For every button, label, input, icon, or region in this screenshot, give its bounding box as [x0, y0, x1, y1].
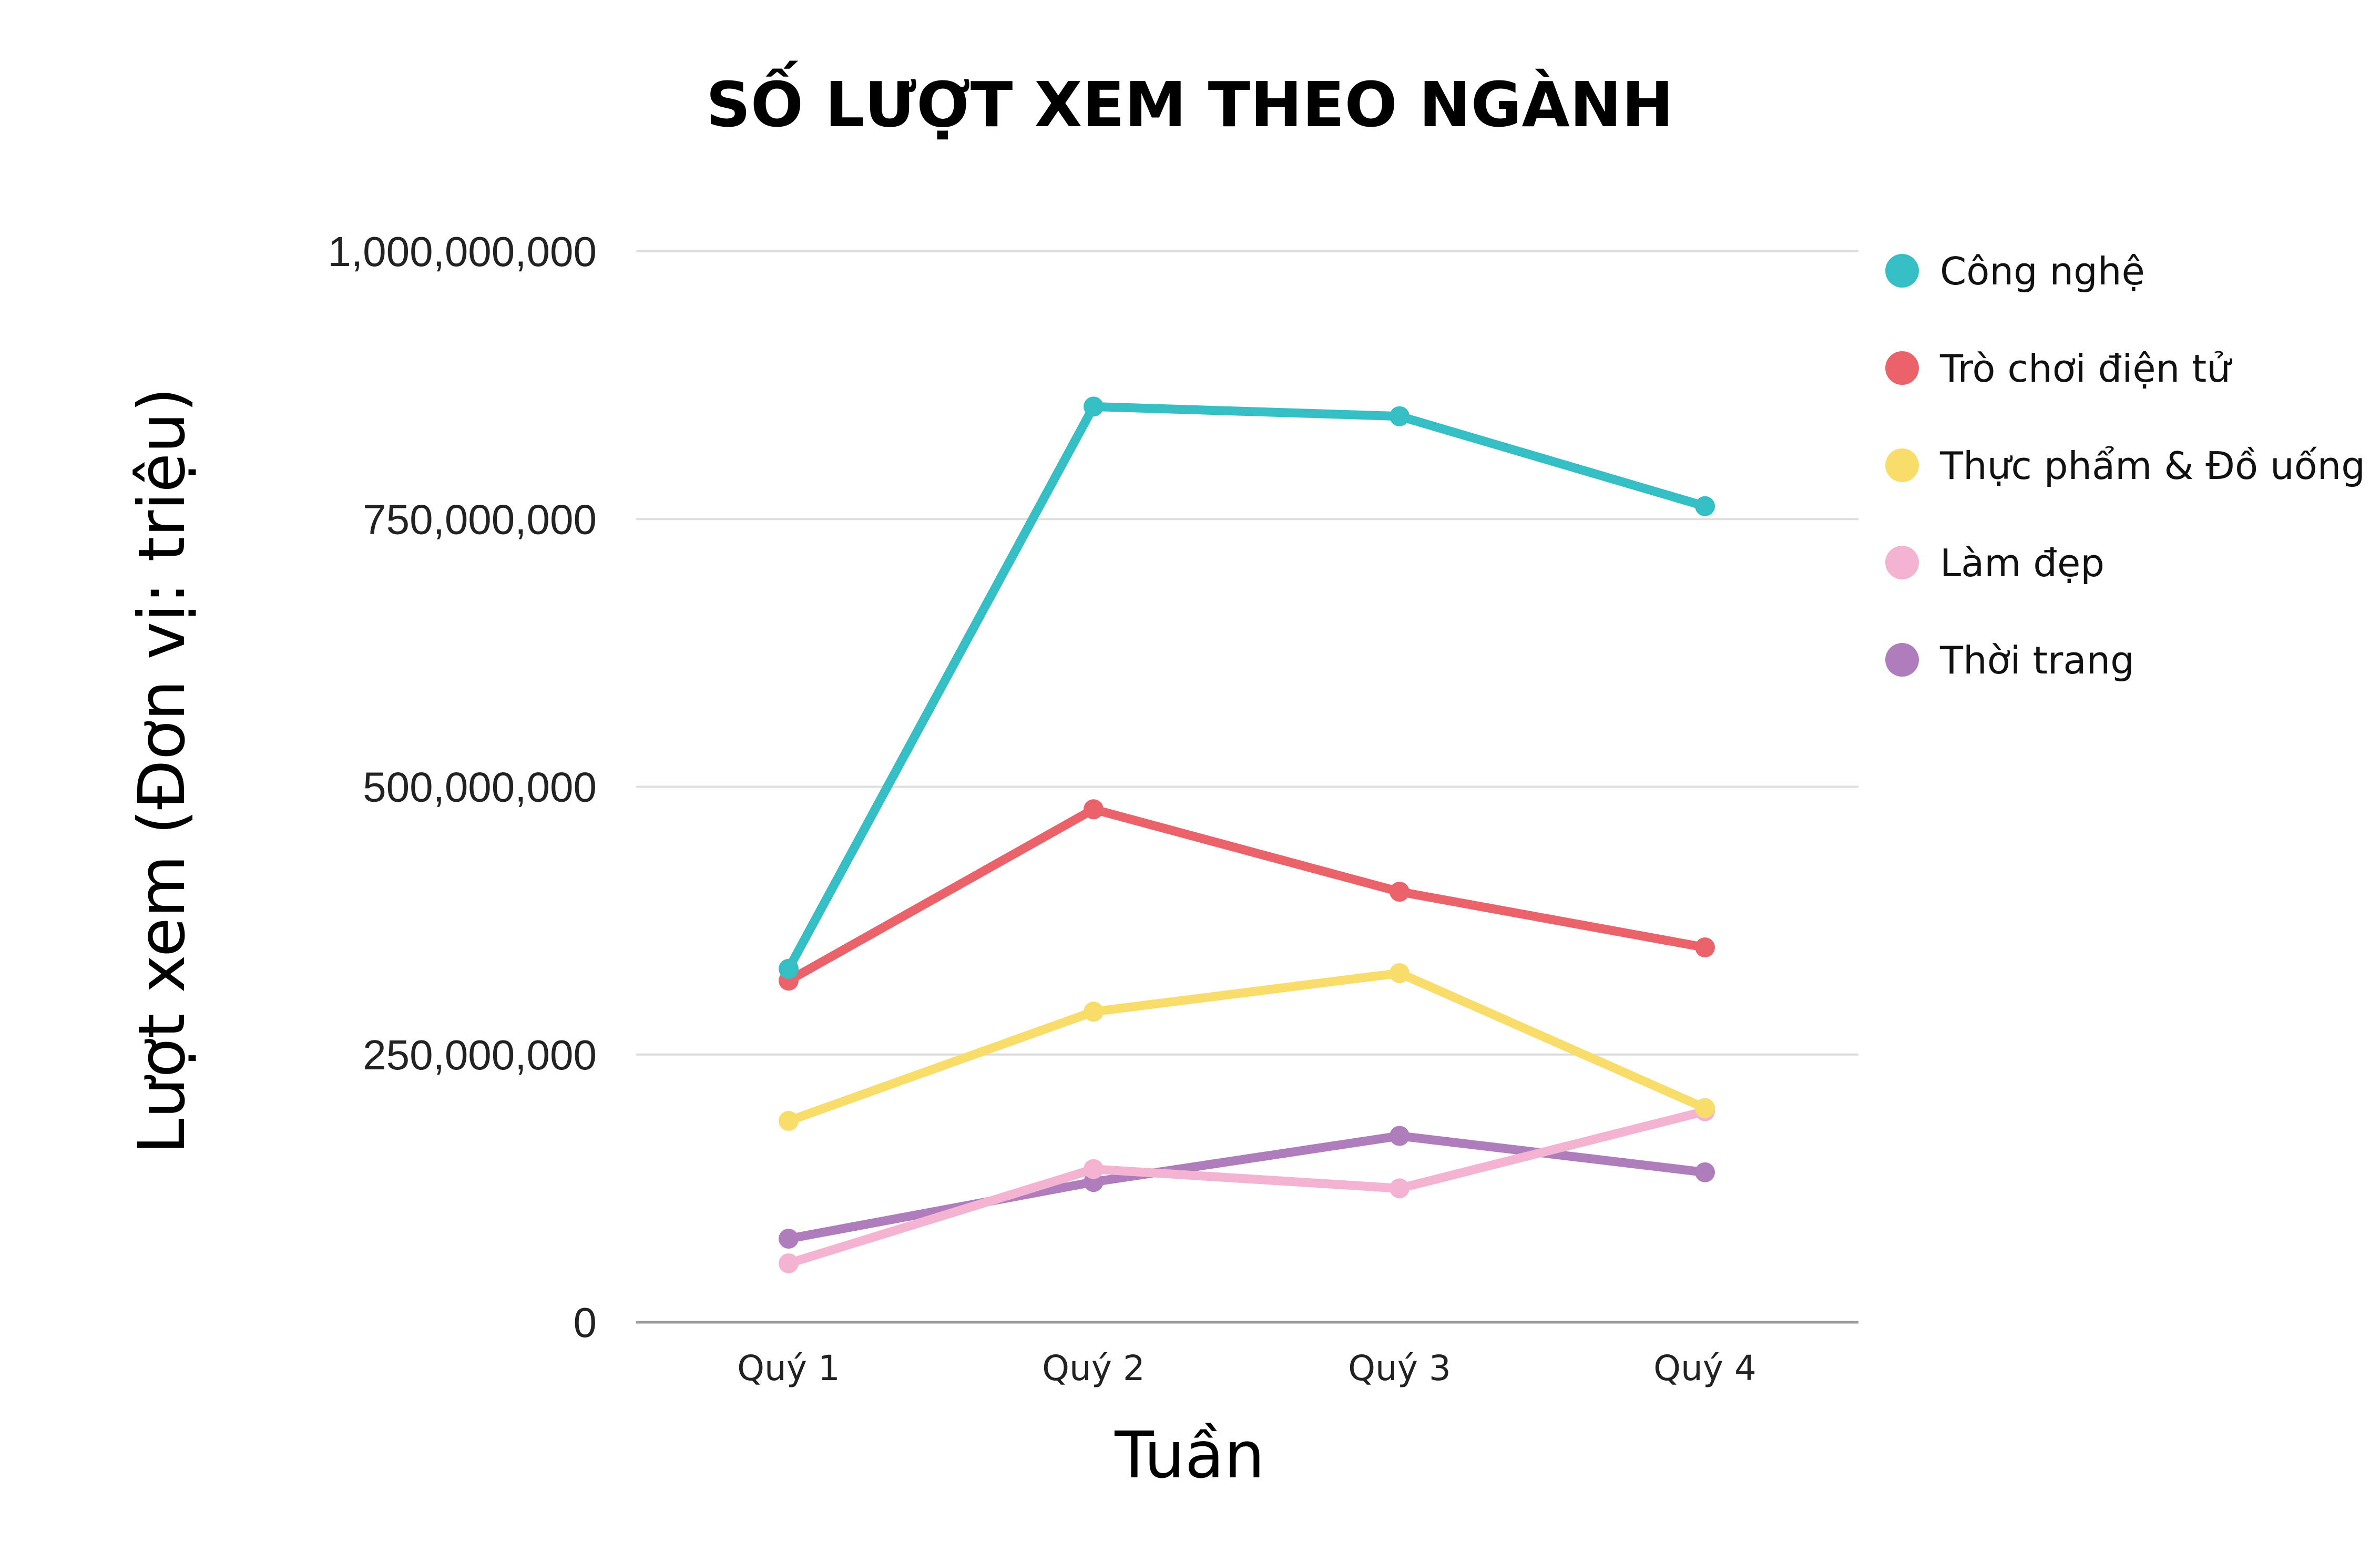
data-point	[1695, 496, 1715, 516]
data-point	[1695, 937, 1715, 958]
legend-item: Trò chơi điện tử	[1885, 346, 2232, 391]
legend-label: Công nghệ	[1940, 249, 2145, 293]
legend-label: Thực phẩm & Đồ uống	[1939, 444, 2365, 488]
data-point	[779, 1111, 799, 1131]
legend-item: Làm đẹp	[1885, 541, 2105, 585]
data-point	[1084, 799, 1104, 820]
legend-marker	[1885, 546, 1919, 579]
data-point	[779, 1229, 799, 1249]
y-axis-label: Lượt xem (Đơn vị: triệu)	[125, 387, 199, 1154]
x-tick-label: Quý 4	[1653, 1348, 1756, 1388]
legend-marker	[1885, 643, 1919, 677]
series-line	[784, 402, 1710, 974]
data-point	[1390, 963, 1409, 983]
legend-label: Làm đẹp	[1940, 541, 2105, 585]
x-tick-label: Quý 2	[1042, 1348, 1145, 1388]
data-point	[1390, 1126, 1409, 1146]
data-point	[1695, 1162, 1715, 1182]
y-tick-label: 250,000,000	[363, 1032, 597, 1078]
data-point	[1084, 1002, 1104, 1022]
data-point	[1390, 406, 1409, 426]
legend-item: Thực phẩm & Đồ uống	[1885, 444, 2365, 488]
x-tick-label: Quý 1	[737, 1348, 840, 1388]
series-line	[784, 804, 1710, 985]
data-point	[1695, 1098, 1715, 1118]
y-tick-label: 500,000,000	[363, 764, 597, 811]
series-2	[779, 799, 1715, 991]
legend-marker	[1885, 254, 1919, 288]
data-point	[1084, 396, 1104, 417]
series-line	[784, 968, 1710, 1126]
series-3	[779, 963, 1715, 1131]
data-point	[1390, 882, 1409, 902]
series-4	[779, 1101, 1715, 1273]
legend-marker	[1885, 448, 1919, 482]
series-lines	[779, 396, 1715, 1273]
y-axis-ticks: 0 250,000,000 500,000,000 750,000,000 1,000,…	[328, 228, 597, 1346]
data-point	[1390, 1178, 1409, 1199]
legend-label: Trò chơi điện tử	[1939, 346, 2232, 391]
y-tick-label: 1,000,000,000	[328, 228, 597, 275]
legend-item: Công nghệ	[1885, 249, 2145, 293]
data-point	[779, 958, 799, 979]
legend-marker	[1885, 351, 1919, 385]
grid-lines	[636, 250, 1858, 1324]
x-axis-label: Tuần	[1114, 1418, 1264, 1493]
chart-title: SỐ LƯỢT XEM THEO NGÀNH	[706, 61, 1674, 141]
legend-label: Thời trang	[1939, 638, 2134, 682]
series-line	[784, 1107, 1710, 1268]
data-point	[779, 1253, 799, 1273]
x-axis-ticks: Quý 1 Quý 2 Quý 3 Quý 4	[737, 1348, 1756, 1388]
legend-item: Thời trang	[1885, 638, 2134, 682]
legend: Công nghệ Trò chơi điện tử Thực phẩm & Đồ …	[1885, 249, 2365, 682]
data-point	[1084, 1159, 1104, 1179]
series-1	[779, 396, 1715, 979]
y-tick-label: 0	[574, 1299, 597, 1346]
x-tick-label: Quý 3	[1348, 1348, 1451, 1388]
y-tick-label: 750,000,000	[363, 496, 597, 543]
